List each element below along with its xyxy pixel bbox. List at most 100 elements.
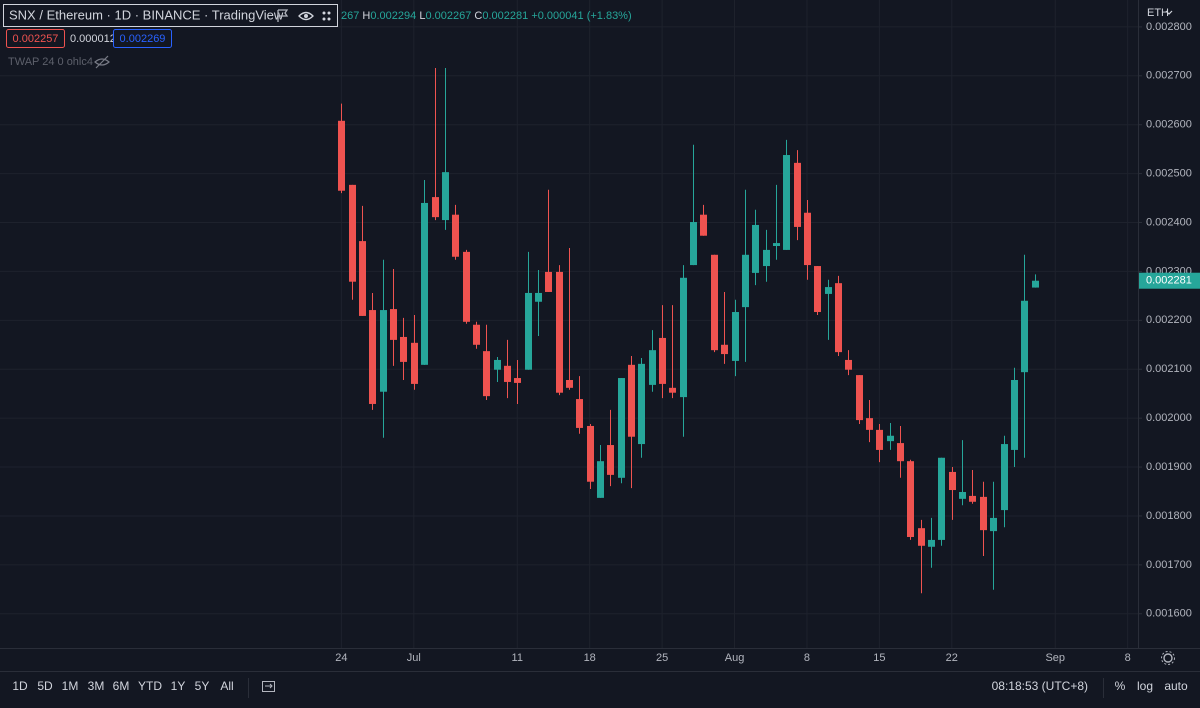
y-tick-label: 0.002700 <box>1146 70 1192 82</box>
candle-body <box>545 271 552 292</box>
x-tick-label: 8 <box>804 652 810 664</box>
candle-body <box>742 254 749 308</box>
candle-body <box>473 324 480 345</box>
title-box[interactable] <box>3 4 338 27</box>
date-range-icon[interactable] <box>262 681 275 692</box>
range-button[interactable]: 5D <box>37 679 53 693</box>
range-button[interactable]: 5Y <box>195 679 210 693</box>
candle-body <box>628 364 635 437</box>
bid-price: 0.002257 <box>13 33 59 45</box>
candle-body <box>990 517 997 532</box>
candle-body <box>700 214 707 236</box>
candle-body <box>876 429 883 450</box>
legend-change-pct: (+1.83%) <box>587 10 632 22</box>
x-tick-label: 15 <box>873 652 885 664</box>
range-button[interactable]: YTD <box>138 679 162 693</box>
candle-body <box>380 310 387 392</box>
spread: 0.000012 <box>70 33 116 45</box>
axes: 0.001600 0.001700 0.001800 0.001900 0.002000… <box>335 21 1200 664</box>
candle-body <box>711 254 718 351</box>
percent-toggle[interactable]: % <box>1115 679 1126 693</box>
symbol-title[interactable]: SNX / Ethereum · 1D · BINANCE · TradingV… <box>9 7 284 22</box>
indicator-label[interactable]: TWAP 24 0 ohlc4 <box>8 56 93 68</box>
candles <box>338 67 1039 594</box>
candle-body <box>669 387 676 393</box>
y-tick-label: 0.002000 <box>1146 412 1192 424</box>
candle-body <box>463 251 470 322</box>
more-icon[interactable] <box>322 11 331 21</box>
candle-body <box>587 425 594 482</box>
x-tick-label: Aug <box>725 652 745 664</box>
auto-toggle[interactable]: auto <box>1164 679 1188 693</box>
candle-body <box>432 197 439 218</box>
candle-body <box>856 375 863 421</box>
candle-body <box>721 344 728 355</box>
y-tick-label: 0.002400 <box>1146 216 1192 228</box>
candle-body <box>897 443 904 462</box>
x-tick-label: 18 <box>584 652 596 664</box>
range-button[interactable]: All <box>220 679 233 693</box>
range-button[interactable]: 1Y <box>171 679 186 693</box>
candle-body <box>866 418 873 430</box>
last-price-label: 0.002281 <box>1146 275 1192 287</box>
candle-body <box>938 457 945 540</box>
currency-chevron[interactable] <box>1165 10 1173 15</box>
range-button[interactable]: 1D <box>12 679 28 693</box>
candle-body <box>349 184 356 282</box>
legend-change: +0.000041 <box>531 10 583 22</box>
ask-box[interactable] <box>113 29 172 48</box>
ask-price: 0.002269 <box>120 33 166 45</box>
candle-body <box>618 378 625 478</box>
legend-value: 0.002267 <box>425 10 471 22</box>
candle-body <box>1021 300 1028 373</box>
candle-body <box>525 292 532 370</box>
candle-body <box>763 249 770 267</box>
x-tick-label: 22 <box>946 652 958 664</box>
y-tick-label: 0.002600 <box>1146 119 1192 131</box>
range-button[interactable]: 6M <box>113 679 130 693</box>
clock[interactable]: 08:18:53 (UTC+8) <box>992 679 1088 693</box>
candle-body <box>928 539 935 547</box>
bid-box[interactable] <box>6 29 65 48</box>
eye-icon[interactable] <box>298 11 314 21</box>
hidden-eye-icon[interactable] <box>94 55 110 69</box>
candle-body <box>576 399 583 428</box>
settings-gear[interactable] <box>1161 651 1175 665</box>
candle-body <box>1001 444 1008 511</box>
candle-body <box>918 528 925 546</box>
range-buttons: 1D 5D 1M 3M 6M YTD 1Y 5Y All <box>12 679 233 693</box>
candle-body <box>907 461 914 537</box>
candle-body <box>783 155 790 250</box>
eye-pupil <box>304 14 308 18</box>
candle-body <box>597 461 604 498</box>
currency-label[interactable]: ETH <box>1147 7 1169 19</box>
candle-body <box>556 271 563 393</box>
candle-body <box>949 471 956 491</box>
y-tick-label: 0.001700 <box>1146 559 1192 571</box>
y-tick-label: 0.002800 <box>1146 21 1192 33</box>
candle-body <box>825 287 832 294</box>
log-toggle[interactable]: log <box>1137 679 1153 693</box>
y-tick-label: 0.001800 <box>1146 510 1192 522</box>
candle-body <box>338 120 345 191</box>
title-icons <box>277 9 331 22</box>
y-tick-label: 0.002100 <box>1146 363 1192 375</box>
candle-body <box>887 435 894 442</box>
flag-icon[interactable] <box>277 9 289 22</box>
candle-body <box>369 310 376 404</box>
range-button[interactable]: 3M <box>88 679 105 693</box>
candle-body <box>390 309 397 340</box>
legend-clipped: 267 <box>341 10 359 22</box>
candle-body <box>359 241 366 316</box>
legend-key: L <box>419 10 425 22</box>
candle-body <box>514 378 521 383</box>
candle-body <box>845 359 852 370</box>
legend-key: H <box>362 10 370 22</box>
y-tick-label: 0.002200 <box>1146 314 1192 326</box>
range-button[interactable]: 1M <box>62 679 79 693</box>
candle-body <box>494 359 501 370</box>
candle-body <box>504 365 511 382</box>
legend-key: C <box>474 10 482 22</box>
